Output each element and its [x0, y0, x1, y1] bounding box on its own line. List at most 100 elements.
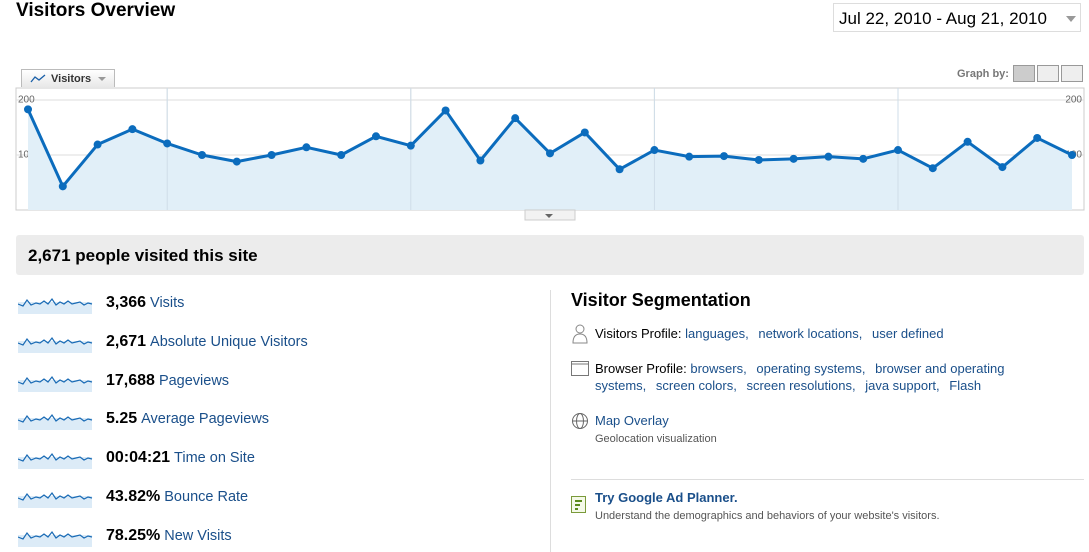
- sparkline-shape: [18, 337, 93, 354]
- profile-link[interactable]: network locations,: [758, 326, 863, 341]
- data-point: [650, 146, 659, 155]
- sparkline-shape: [18, 298, 93, 315]
- data-point: [1033, 133, 1042, 142]
- metric-link[interactable]: Absolute Unique Visitors: [150, 333, 308, 350]
- globe-icon: [572, 413, 588, 429]
- sparkline: [18, 414, 93, 431]
- summary-bar: 2,671 people visited this site: [16, 235, 1084, 275]
- metric-row: 43.82% Bounce Rate: [18, 486, 538, 510]
- metric-link[interactable]: Time on Site: [174, 450, 255, 467]
- area: [28, 109, 1072, 210]
- profile-link[interactable]: Flash: [949, 378, 982, 393]
- profile-link[interactable]: browsers,: [690, 361, 747, 376]
- sparkline-shape: [18, 492, 93, 509]
- graph-tab[interactable]: Visitors: [21, 69, 115, 87]
- data-point: [302, 143, 311, 152]
- data-point: [754, 155, 763, 164]
- tab-arrow: [98, 77, 106, 81]
- divider: [550, 290, 551, 552]
- data-point: [998, 163, 1007, 172]
- ad-planner: Try Google Ad Planner. Understand the dem…: [595, 489, 1065, 525]
- metric-value: 78.25%: [106, 526, 161, 544]
- metric-row: 78.25% New Visits: [18, 525, 538, 549]
- ad-planner-icon: [571, 496, 586, 513]
- metric-text: 43.82% Bounce Rate: [106, 488, 248, 506]
- data-point: [894, 146, 902, 155]
- data-point: [824, 152, 833, 161]
- link-list: languages, network locations, user defin…: [685, 326, 950, 341]
- summary-text: 2,671 people visited this site: [28, 246, 258, 265]
- metric-row: 5.25 Average Pageviews: [18, 408, 538, 432]
- data-point: [232, 157, 241, 166]
- data-point: [198, 151, 206, 159]
- metric-link[interactable]: Pageviews: [158, 372, 230, 389]
- y-tick-label-right: 200: [1065, 95, 1082, 106]
- date-range-picker[interactable]: Jul 22, 2010 - Aug 21, 2010: [833, 3, 1081, 32]
- data-point: [163, 139, 172, 148]
- data-point: [267, 151, 276, 159]
- data-point: [789, 154, 798, 163]
- data-point: [1068, 151, 1076, 159]
- map-overlay-link[interactable]: Map Overlay: [595, 413, 669, 428]
- metric-row: 3,366 Visits: [18, 292, 538, 316]
- browser-icon: [571, 361, 589, 376]
- metric-value: 3,366: [106, 294, 147, 311]
- metric-link[interactable]: Visits: [150, 295, 185, 311]
- profile-link[interactable]: screen resolutions,: [746, 378, 856, 393]
- data-point: [685, 152, 694, 161]
- metric-value: 17,688: [106, 371, 155, 389]
- metric-row: 2,671 Absolute Unique Visitors: [18, 331, 538, 355]
- map-overlay: Map Overlay Geolocation visualization: [595, 412, 1065, 448]
- data-point: [963, 137, 972, 146]
- metric-link[interactable]: Average Pageviews: [141, 411, 270, 428]
- metric-link[interactable]: New Visits: [164, 527, 232, 544]
- sparkline: [18, 492, 93, 509]
- dropdown-arrow: [1066, 16, 1076, 22]
- metric-value: 43.82%: [106, 488, 161, 505]
- graph-by-day[interactable]: [1013, 65, 1035, 82]
- browser-profile-label: Browser Profile:: [595, 361, 687, 376]
- sparkline: [18, 298, 93, 315]
- graph-by-month[interactable]: [1061, 65, 1083, 82]
- sparkline: [18, 375, 93, 393]
- y-tick-label: 100: [18, 150, 35, 161]
- metric-text: 3,366 Visits: [106, 294, 184, 312]
- map-overlay-desc: Geolocation visualization: [595, 433, 717, 445]
- metric-text: 00:04:21 Time on Site: [106, 449, 255, 467]
- data-point: [476, 156, 485, 165]
- tab-label: Visitors: [51, 73, 92, 85]
- profile-link[interactable]: user defined: [872, 326, 944, 341]
- date-range: Jul 22, 2010 - Aug 21, 2010: [839, 9, 1047, 28]
- data-point: [24, 105, 32, 114]
- tab-icon: [30, 74, 46, 83]
- metric-text: 5.25 Average Pageviews: [106, 410, 269, 428]
- ad-planner-link[interactable]: Try Google Ad Planner.: [595, 490, 738, 505]
- graph-by-week[interactable]: [1037, 65, 1059, 82]
- link-list: browsers, operating systems, browser and…: [595, 361, 1004, 393]
- data-point: [406, 141, 415, 150]
- metric-link[interactable]: Bounce Rate: [164, 489, 249, 505]
- ad-planner-desc: Understand the demographics and behavior…: [595, 510, 940, 522]
- metric-row: 00:04:21 Time on Site: [18, 447, 538, 471]
- data-point: [511, 114, 520, 123]
- profile-link[interactable]: operating systems,: [756, 361, 866, 376]
- metric-value: 2,671: [106, 332, 147, 350]
- metric-text: 17,688 Pageviews: [106, 372, 229, 390]
- data-point: [928, 164, 937, 173]
- metric-text: 78.25% New Visits: [106, 527, 232, 545]
- data-point: [859, 154, 868, 163]
- profile-link[interactable]: java support,: [865, 378, 940, 393]
- y-tick-label: 200: [18, 95, 35, 106]
- sparkline-shape: [18, 453, 93, 470]
- profile-link[interactable]: languages,: [685, 326, 749, 341]
- visitors-profile: Visitors Profile: languages, network loc…: [595, 325, 1065, 342]
- profile-link[interactable]: browser and operating systems,: [595, 361, 1005, 393]
- data-point: [58, 182, 67, 191]
- handle-arrow: [545, 214, 553, 218]
- data-point: [441, 106, 450, 115]
- metric-value: 5.25: [106, 410, 138, 428]
- profile-link[interactable]: screen colors,: [655, 378, 737, 393]
- sparkline: [18, 453, 93, 470]
- data-point: [615, 165, 624, 174]
